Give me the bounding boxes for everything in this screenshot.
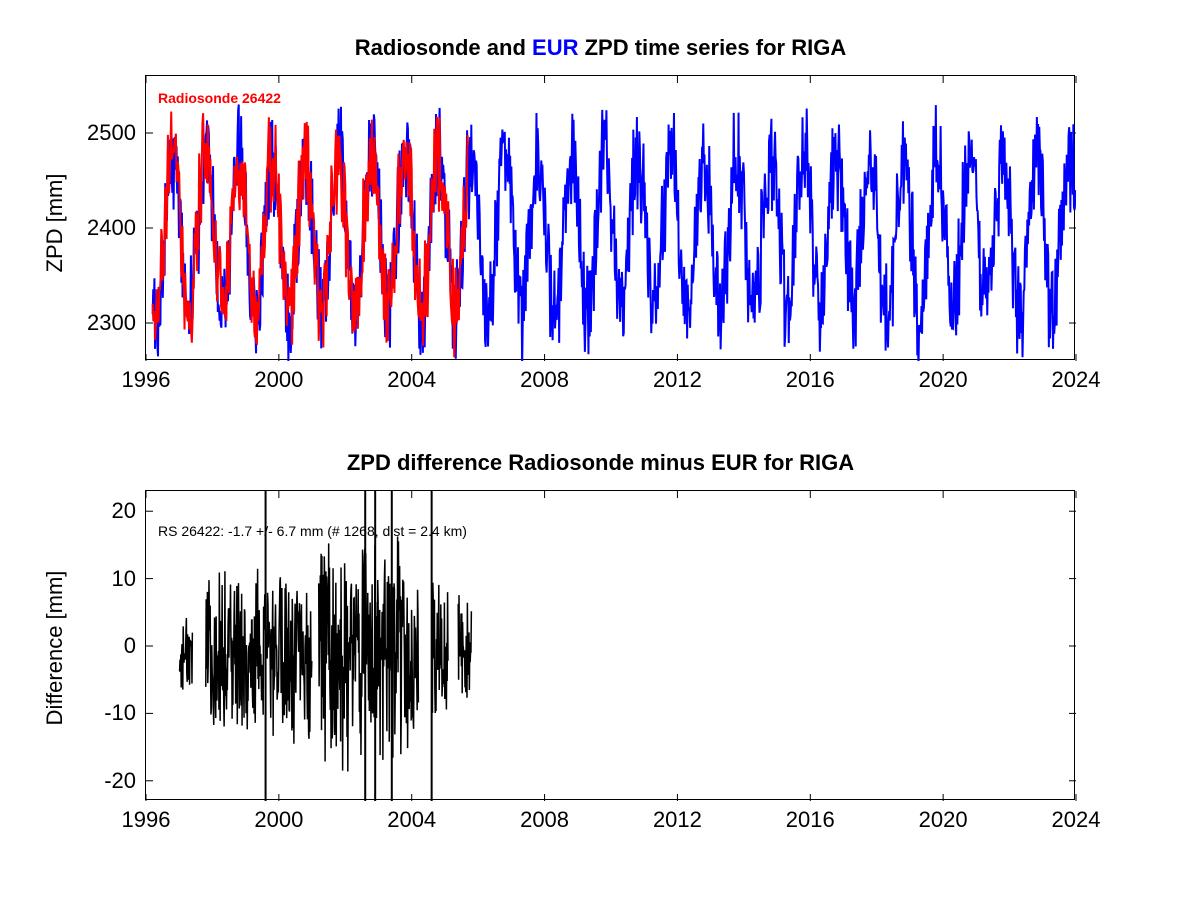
xtick-label: 2000 [254,807,303,833]
ytick-label: 0 [66,633,136,659]
xtick-label: 2020 [919,807,968,833]
subplot2-annotation: RS 26422: -1.7 +/- 6.7 mm (# 1268, dist … [158,523,467,539]
xtick-label: 2012 [653,807,702,833]
subplot2-ylabel: Difference [mm] [42,563,68,733]
xtick-label: 2016 [786,807,835,833]
ytick-label: -20 [66,768,136,794]
ytick-label: -10 [66,700,136,726]
xtick-label: 2024 [1052,807,1101,833]
xtick-label: 2008 [520,807,569,833]
ytick-label: 20 [66,498,136,524]
xtick-label: 2004 [387,807,436,833]
xtick-label: 1996 [122,807,171,833]
subplot-difference: ZPD difference Radiosonde minus EUR for … [0,0,1201,901]
figure: Radiosonde and EUR ZPD time series for R… [0,0,1201,901]
ytick-label: 10 [66,566,136,592]
subplot2-title: ZPD difference Radiosonde minus EUR for … [0,450,1201,476]
subplot2-plot-area: 19962000200420082012201620202024-20-1001… [145,490,1075,800]
